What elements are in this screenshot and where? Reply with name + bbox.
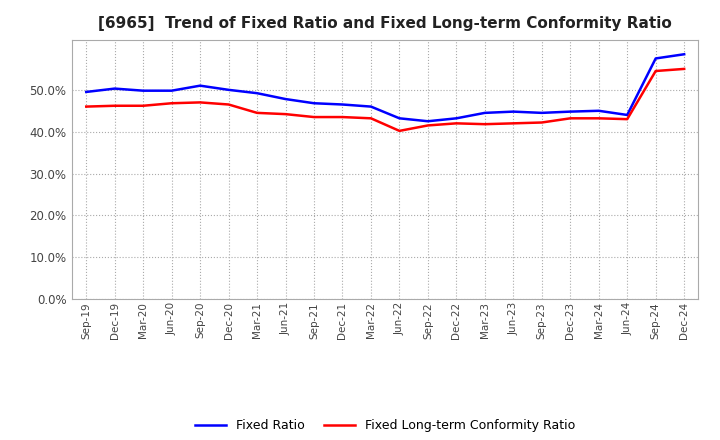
Fixed Ratio [110,86,119,91]
Fixed Long-term Conformity Ratio [595,116,603,121]
Fixed Long-term Conformity Ratio [82,104,91,109]
Fixed Long-term Conformity Ratio [110,103,119,108]
Fixed Long-term Conformity Ratio [282,111,290,117]
Fixed Long-term Conformity Ratio [509,121,518,126]
Fixed Ratio [652,56,660,61]
Fixed Ratio [225,87,233,92]
Fixed Ratio [253,91,261,96]
Fixed Long-term Conformity Ratio [366,116,375,121]
Fixed Ratio [452,116,461,121]
Fixed Ratio [423,119,432,124]
Fixed Ratio [623,112,631,117]
Fixed Ratio [167,88,176,93]
Fixed Ratio [395,116,404,121]
Fixed Long-term Conformity Ratio [395,128,404,133]
Fixed Ratio [566,109,575,114]
Fixed Ratio [338,102,347,107]
Fixed Ratio [196,83,204,88]
Fixed Ratio [282,96,290,102]
Fixed Long-term Conformity Ratio [623,117,631,122]
Line: Fixed Long-term Conformity Ratio: Fixed Long-term Conformity Ratio [86,69,684,131]
Fixed Ratio [509,109,518,114]
Fixed Ratio [680,51,688,57]
Fixed Long-term Conformity Ratio [537,120,546,125]
Fixed Long-term Conformity Ratio [139,103,148,108]
Line: Fixed Ratio: Fixed Ratio [86,54,684,121]
Fixed Ratio [595,108,603,114]
Fixed Long-term Conformity Ratio [310,114,318,120]
Fixed Long-term Conformity Ratio [338,114,347,120]
Fixed Long-term Conformity Ratio [652,68,660,73]
Fixed Ratio [139,88,148,93]
Fixed Long-term Conformity Ratio [196,100,204,105]
Fixed Long-term Conformity Ratio [225,102,233,107]
Fixed Ratio [366,104,375,109]
Fixed Ratio [537,110,546,116]
Fixed Long-term Conformity Ratio [167,101,176,106]
Fixed Long-term Conformity Ratio [452,121,461,126]
Legend: Fixed Ratio, Fixed Long-term Conformity Ratio: Fixed Ratio, Fixed Long-term Conformity … [190,414,580,437]
Title: [6965]  Trend of Fixed Ratio and Fixed Long-term Conformity Ratio: [6965] Trend of Fixed Ratio and Fixed Lo… [99,16,672,32]
Fixed Long-term Conformity Ratio [566,116,575,121]
Fixed Long-term Conformity Ratio [423,123,432,128]
Fixed Long-term Conformity Ratio [253,110,261,116]
Fixed Ratio [480,110,489,116]
Fixed Long-term Conformity Ratio [480,121,489,127]
Fixed Ratio [310,101,318,106]
Fixed Ratio [82,89,91,95]
Fixed Long-term Conformity Ratio [680,66,688,72]
